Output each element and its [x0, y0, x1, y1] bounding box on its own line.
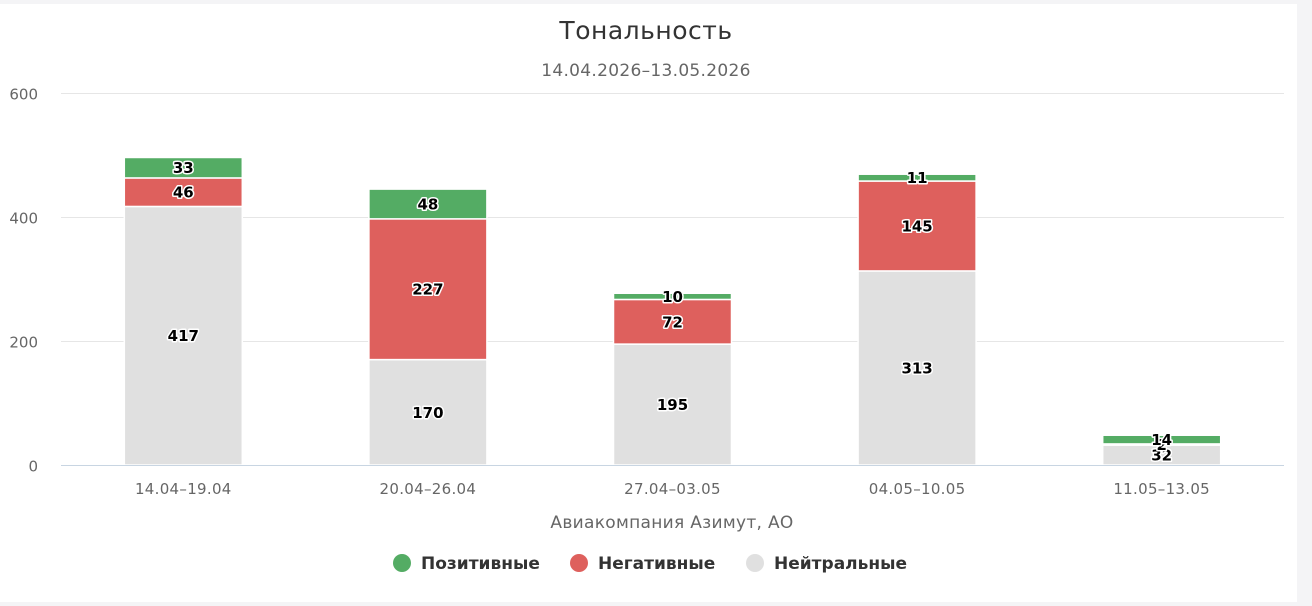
bar-segment[interactable] — [368, 188, 488, 220]
x-tick-label: 20.04–26.04 — [380, 480, 477, 498]
data-label: 48 — [417, 195, 438, 213]
legend-item[interactable]: Негативные — [570, 554, 715, 574]
x-tick-label: 04.05–10.05 — [869, 480, 966, 498]
bar-segment[interactable] — [123, 156, 244, 179]
legend-label: Негативные — [598, 554, 715, 574]
chart-card: Тональность 14.04.2026–13.05.2026 0 200 40… — [0, 4, 1297, 602]
x-axis-title: Авиакомпания Азимут, АО — [550, 513, 793, 533]
data-label: 227 — [412, 281, 443, 299]
bar-segment[interactable] — [612, 292, 733, 301]
y-tick-label: 200 — [9, 334, 38, 352]
legend-item[interactable]: Нейтральные — [746, 554, 907, 574]
x-tick-label: 11.05–13.05 — [1113, 480, 1210, 498]
data-label: 11 — [907, 169, 928, 187]
legend-label: Нейтральные — [774, 554, 907, 574]
data-label: 170 — [412, 404, 443, 422]
data-label: 32 — [1151, 447, 1172, 465]
bar-series — [123, 156, 1222, 466]
chart-subtitle: 14.04.2026–13.05.2026 — [541, 61, 750, 81]
bar-segment[interactable] — [1101, 434, 1222, 445]
bar-segment[interactable] — [612, 298, 733, 345]
data-label: 46 — [173, 184, 194, 202]
y-tick-label: 400 — [9, 210, 38, 228]
legend-item[interactable]: Позитивные — [393, 554, 540, 574]
x-tick-label: 14.04–19.04 — [135, 480, 232, 498]
bar-segment[interactable] — [857, 180, 977, 272]
data-label: 33 — [173, 159, 194, 177]
legend-marker — [393, 554, 411, 572]
x-tick-label: 27.04–03.05 — [624, 480, 721, 498]
data-label: 195 — [657, 396, 688, 414]
legend: Позитивные Негативные Нейтральные — [393, 554, 907, 574]
legend-marker — [746, 554, 764, 572]
data-label: 313 — [901, 359, 932, 377]
data-label: 72 — [662, 313, 683, 331]
data-label: 14 — [1151, 431, 1172, 449]
data-label: 10 — [662, 288, 683, 306]
bar-segment[interactable] — [123, 205, 244, 466]
bar-segment[interactable] — [368, 358, 488, 466]
y-axis-ticks: 0 200 400 600 — [9, 86, 38, 476]
x-axis-ticks: 14.04–19.04 20.04–26.04 27.04–03.05 04.05–1… — [135, 480, 1210, 498]
bar-segment[interactable] — [857, 173, 977, 182]
legend-label: Позитивные — [421, 554, 540, 574]
legend-marker — [570, 554, 588, 572]
y-tick-label: 600 — [9, 86, 38, 104]
y-tick-label: 0 — [28, 458, 38, 476]
data-label: 417 — [168, 327, 199, 345]
chart-title: Тональность — [558, 16, 732, 45]
data-label: 2 — [1156, 436, 1166, 454]
bar-segment[interactable] — [612, 343, 733, 466]
bar-segment[interactable] — [857, 270, 977, 466]
data-label: 145 — [901, 217, 932, 235]
